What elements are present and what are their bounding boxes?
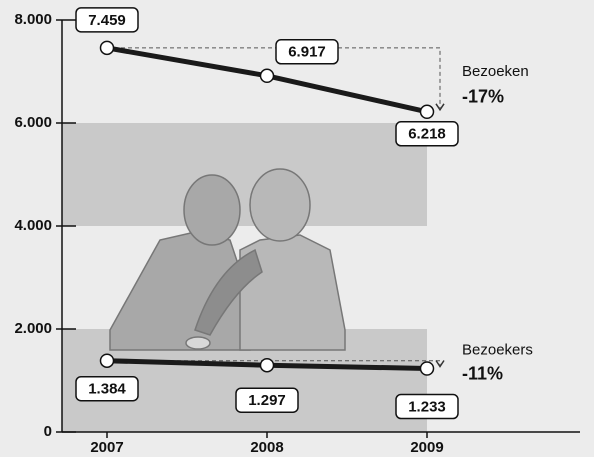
grid-band [62,123,427,226]
y-tick-label: 0 [44,423,52,440]
series-change: -17% [462,87,504,107]
value-label: 6.917 [288,44,326,61]
point [99,353,115,368]
point [99,40,115,56]
x-tick-label: 2009 [410,439,443,456]
value-label-box [235,387,299,413]
y-tick-label: 2.000 [14,320,52,337]
value-label-box [75,7,139,33]
point [419,104,435,120]
y-tick-label: 6.000 [14,114,52,131]
x-tick-label: 2007 [90,439,123,456]
change-guide [107,47,441,108]
value-label: 1.384 [88,381,126,398]
point [419,361,435,376]
value-label: 7.459 [88,12,126,29]
series-name: Bezoeken [462,63,529,80]
value-label-box [395,121,459,147]
y-tick-label: 4.000 [14,217,52,234]
value-label-box [395,393,459,420]
value-label-box [75,375,139,402]
y-tick-label: 8.000 [14,11,52,28]
change-guide [107,360,441,365]
series-change: -11% [462,363,503,383]
value-label-box [275,39,339,65]
point [259,68,275,84]
point [259,357,275,373]
series-name: Bezoekers [462,342,533,359]
illustration [109,168,346,351]
change-arrow [435,360,445,368]
value-label: 6.218 [408,126,446,143]
change-arrow [435,103,445,112]
value-label: 1.233 [408,398,446,415]
value-label: 1.297 [248,392,286,409]
x-tick-label: 2008 [250,439,283,456]
